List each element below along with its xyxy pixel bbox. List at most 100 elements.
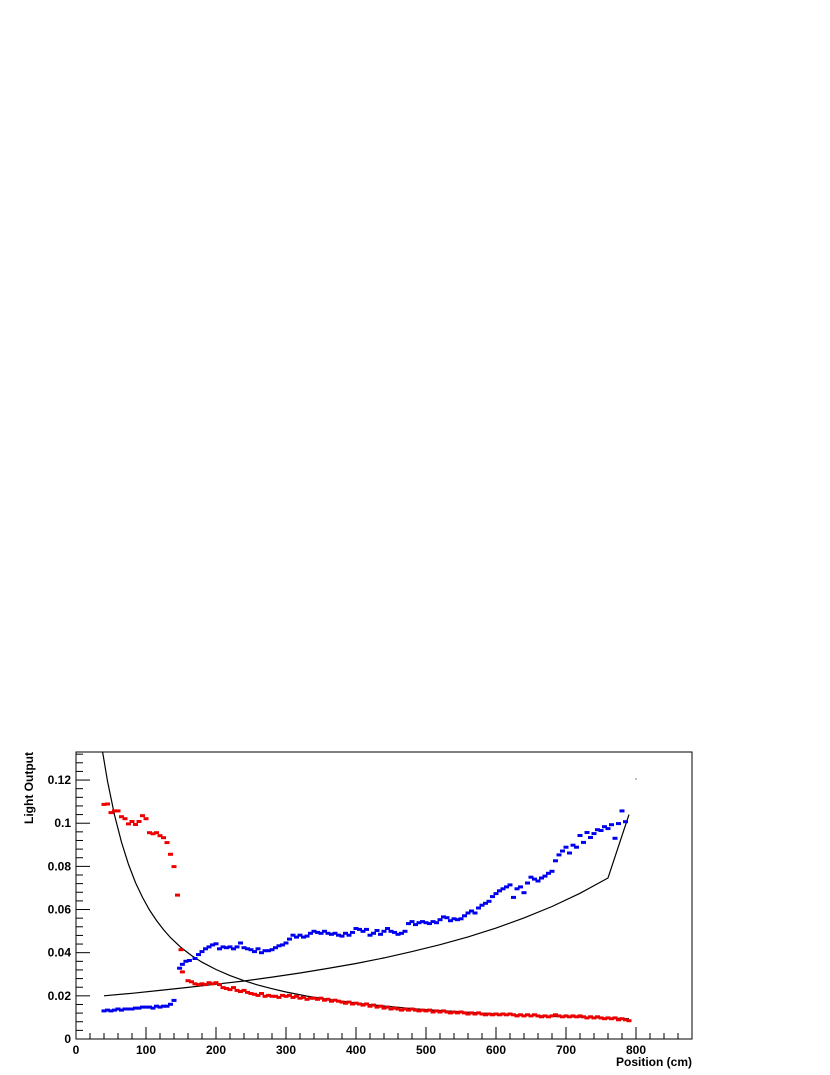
red-data-point <box>101 802 107 806</box>
blue-data-point <box>304 934 310 938</box>
blue-data-point <box>168 1002 173 1006</box>
blue-data-point <box>574 845 579 849</box>
red-data-point <box>150 832 156 836</box>
red-data-point <box>560 1015 565 1019</box>
red-data-point <box>521 1014 527 1018</box>
red-data-point <box>416 1009 422 1013</box>
blue-data-point <box>196 953 201 957</box>
blue-data-point <box>105 1008 110 1012</box>
blue-data-point <box>350 930 355 934</box>
red-data-point <box>203 983 208 987</box>
blue-data-point <box>521 891 527 895</box>
blue-data-point <box>241 946 247 950</box>
blue-data-point <box>511 895 516 899</box>
red-data-point <box>350 1002 355 1006</box>
red-data-point <box>301 995 306 999</box>
y-tick-label: 0.06 <box>48 903 72 917</box>
red-data-point <box>290 995 296 999</box>
blue-data-point <box>290 933 296 937</box>
red-data-point <box>413 1008 418 1012</box>
y-axis-ticks: 0 0.02 0.04 0.06 0.08 0.1 0.12 <box>48 753 90 1046</box>
blue-data-point <box>227 945 233 949</box>
red-data-point <box>493 1012 499 1016</box>
blue-data-point <box>171 998 177 1002</box>
red-data-point <box>273 994 278 998</box>
red-data-point <box>252 992 257 996</box>
blue-data-point <box>199 950 205 954</box>
blue-data-point <box>602 825 607 829</box>
red-data-point <box>364 1002 369 1006</box>
blue-data-point <box>392 930 397 934</box>
blue-data-point <box>413 923 418 927</box>
red-data-point <box>119 815 124 819</box>
blue-data-point <box>546 871 551 875</box>
blue-data-point <box>245 947 250 951</box>
red-data-point <box>483 1013 488 1017</box>
blue-data-point <box>332 931 338 935</box>
red-data-point <box>280 993 285 997</box>
red-data-point <box>514 1014 520 1018</box>
red-data-point <box>171 865 177 869</box>
red-data-point <box>129 820 135 823</box>
blue-data-point <box>490 895 495 899</box>
red-data-point <box>609 1017 614 1021</box>
red-data-point <box>563 1014 569 1018</box>
red-data-point <box>304 997 310 1001</box>
red-data-point <box>486 1012 492 1016</box>
red-data-point <box>315 997 320 1001</box>
red-data-point <box>409 1007 415 1011</box>
y-tick-label: 0.04 <box>48 946 72 960</box>
blue-data-point <box>273 946 278 950</box>
blue-data-point <box>154 1004 159 1008</box>
red-data-point <box>343 1001 348 1005</box>
blue-data-point <box>234 945 240 949</box>
blue-data-point <box>276 944 282 948</box>
red-data-point <box>367 1004 373 1008</box>
red-data-point <box>619 1017 625 1021</box>
red-data-point <box>105 802 110 806</box>
blue-data-point <box>476 906 481 910</box>
red-data-point <box>441 1009 446 1013</box>
red-data-point <box>399 1008 404 1012</box>
y-tick-label: 0.02 <box>48 989 72 1003</box>
red-data-point <box>623 1018 628 1022</box>
blue-data-point <box>217 947 222 951</box>
red-data-point <box>259 992 264 995</box>
blue-data-point <box>609 823 614 827</box>
blue-data-point <box>381 929 387 933</box>
blue-data-point <box>427 922 432 926</box>
red-data-point <box>311 996 317 1000</box>
red-data-point <box>168 852 173 856</box>
red-data-point <box>238 990 243 993</box>
x-tick-label: 600 <box>486 1043 506 1057</box>
x-tick-label: 0 <box>73 1043 80 1057</box>
red-data-point <box>388 1007 394 1011</box>
red-data-point <box>539 1015 544 1019</box>
red-data-point <box>528 1014 534 1018</box>
blue-data-point <box>192 957 198 960</box>
data-points <box>101 778 637 1023</box>
blue-data-point <box>378 932 383 936</box>
plot-frame <box>75 751 693 1040</box>
blue-data-point <box>560 849 565 853</box>
red-data-point <box>570 1014 576 1018</box>
red-data-point <box>262 994 268 998</box>
blue-data-point <box>126 1007 131 1011</box>
red-data-point <box>455 1011 460 1015</box>
blue-data-point <box>248 948 254 952</box>
red-data-point <box>189 980 194 984</box>
red-data-point <box>605 1016 611 1020</box>
blue-data-point <box>437 918 443 922</box>
blue-data-point <box>563 845 569 849</box>
red-data-point <box>140 814 145 818</box>
red-data-point <box>164 841 170 845</box>
red-data-point <box>353 1001 359 1005</box>
blue-data-point <box>164 1004 170 1008</box>
blue-data-point <box>252 950 257 954</box>
red-data-point <box>308 996 313 1000</box>
x-tick-label: 200 <box>206 1043 226 1057</box>
red-data-point <box>234 988 240 992</box>
blue-data-point <box>444 916 450 920</box>
red-data-point <box>339 1000 345 1004</box>
red-data-point <box>595 1015 600 1019</box>
